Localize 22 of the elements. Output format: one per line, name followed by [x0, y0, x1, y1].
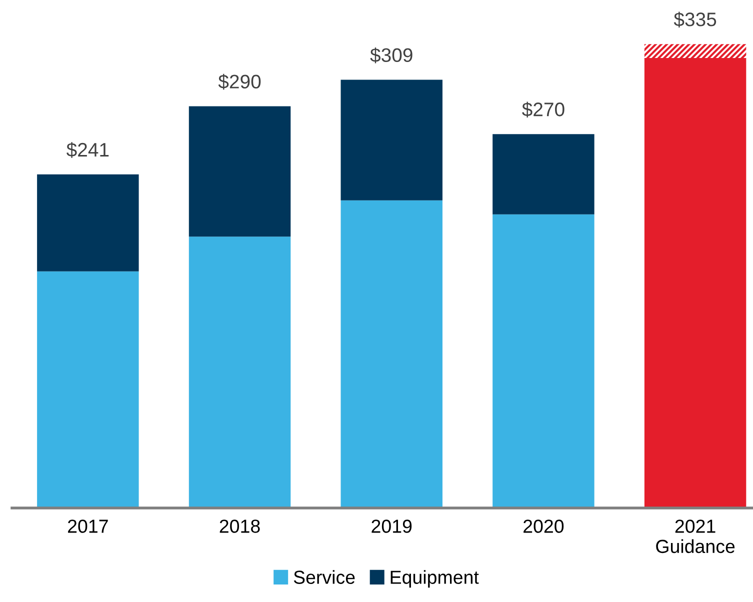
annotation: $290 — [218, 74, 261, 90]
x-tick-label: 2019 — [372, 520, 412, 533]
legend-label: Equipment — [390, 570, 479, 588]
bar — [188, 106, 291, 237]
legend-label: Service — [294, 570, 355, 584]
x-tick-label: 2020 — [524, 520, 564, 533]
bar — [492, 214, 594, 508]
annotation: $270 — [522, 102, 564, 118]
x-tick-label: 2021 Guidance — [656, 520, 735, 554]
x-tick-label: 2018 — [220, 520, 260, 533]
bar — [492, 134, 594, 214]
bar — [340, 80, 442, 200]
bar — [37, 271, 139, 508]
bar — [188, 236, 291, 508]
bar — [644, 58, 746, 508]
bar — [644, 44, 746, 58]
annotation: $335 — [674, 12, 716, 28]
annotation: $309 — [370, 47, 412, 64]
x-tick-label: 2017 — [68, 520, 108, 533]
bar — [37, 174, 139, 272]
annotation: $241 — [66, 142, 109, 158]
bar — [340, 200, 442, 508]
